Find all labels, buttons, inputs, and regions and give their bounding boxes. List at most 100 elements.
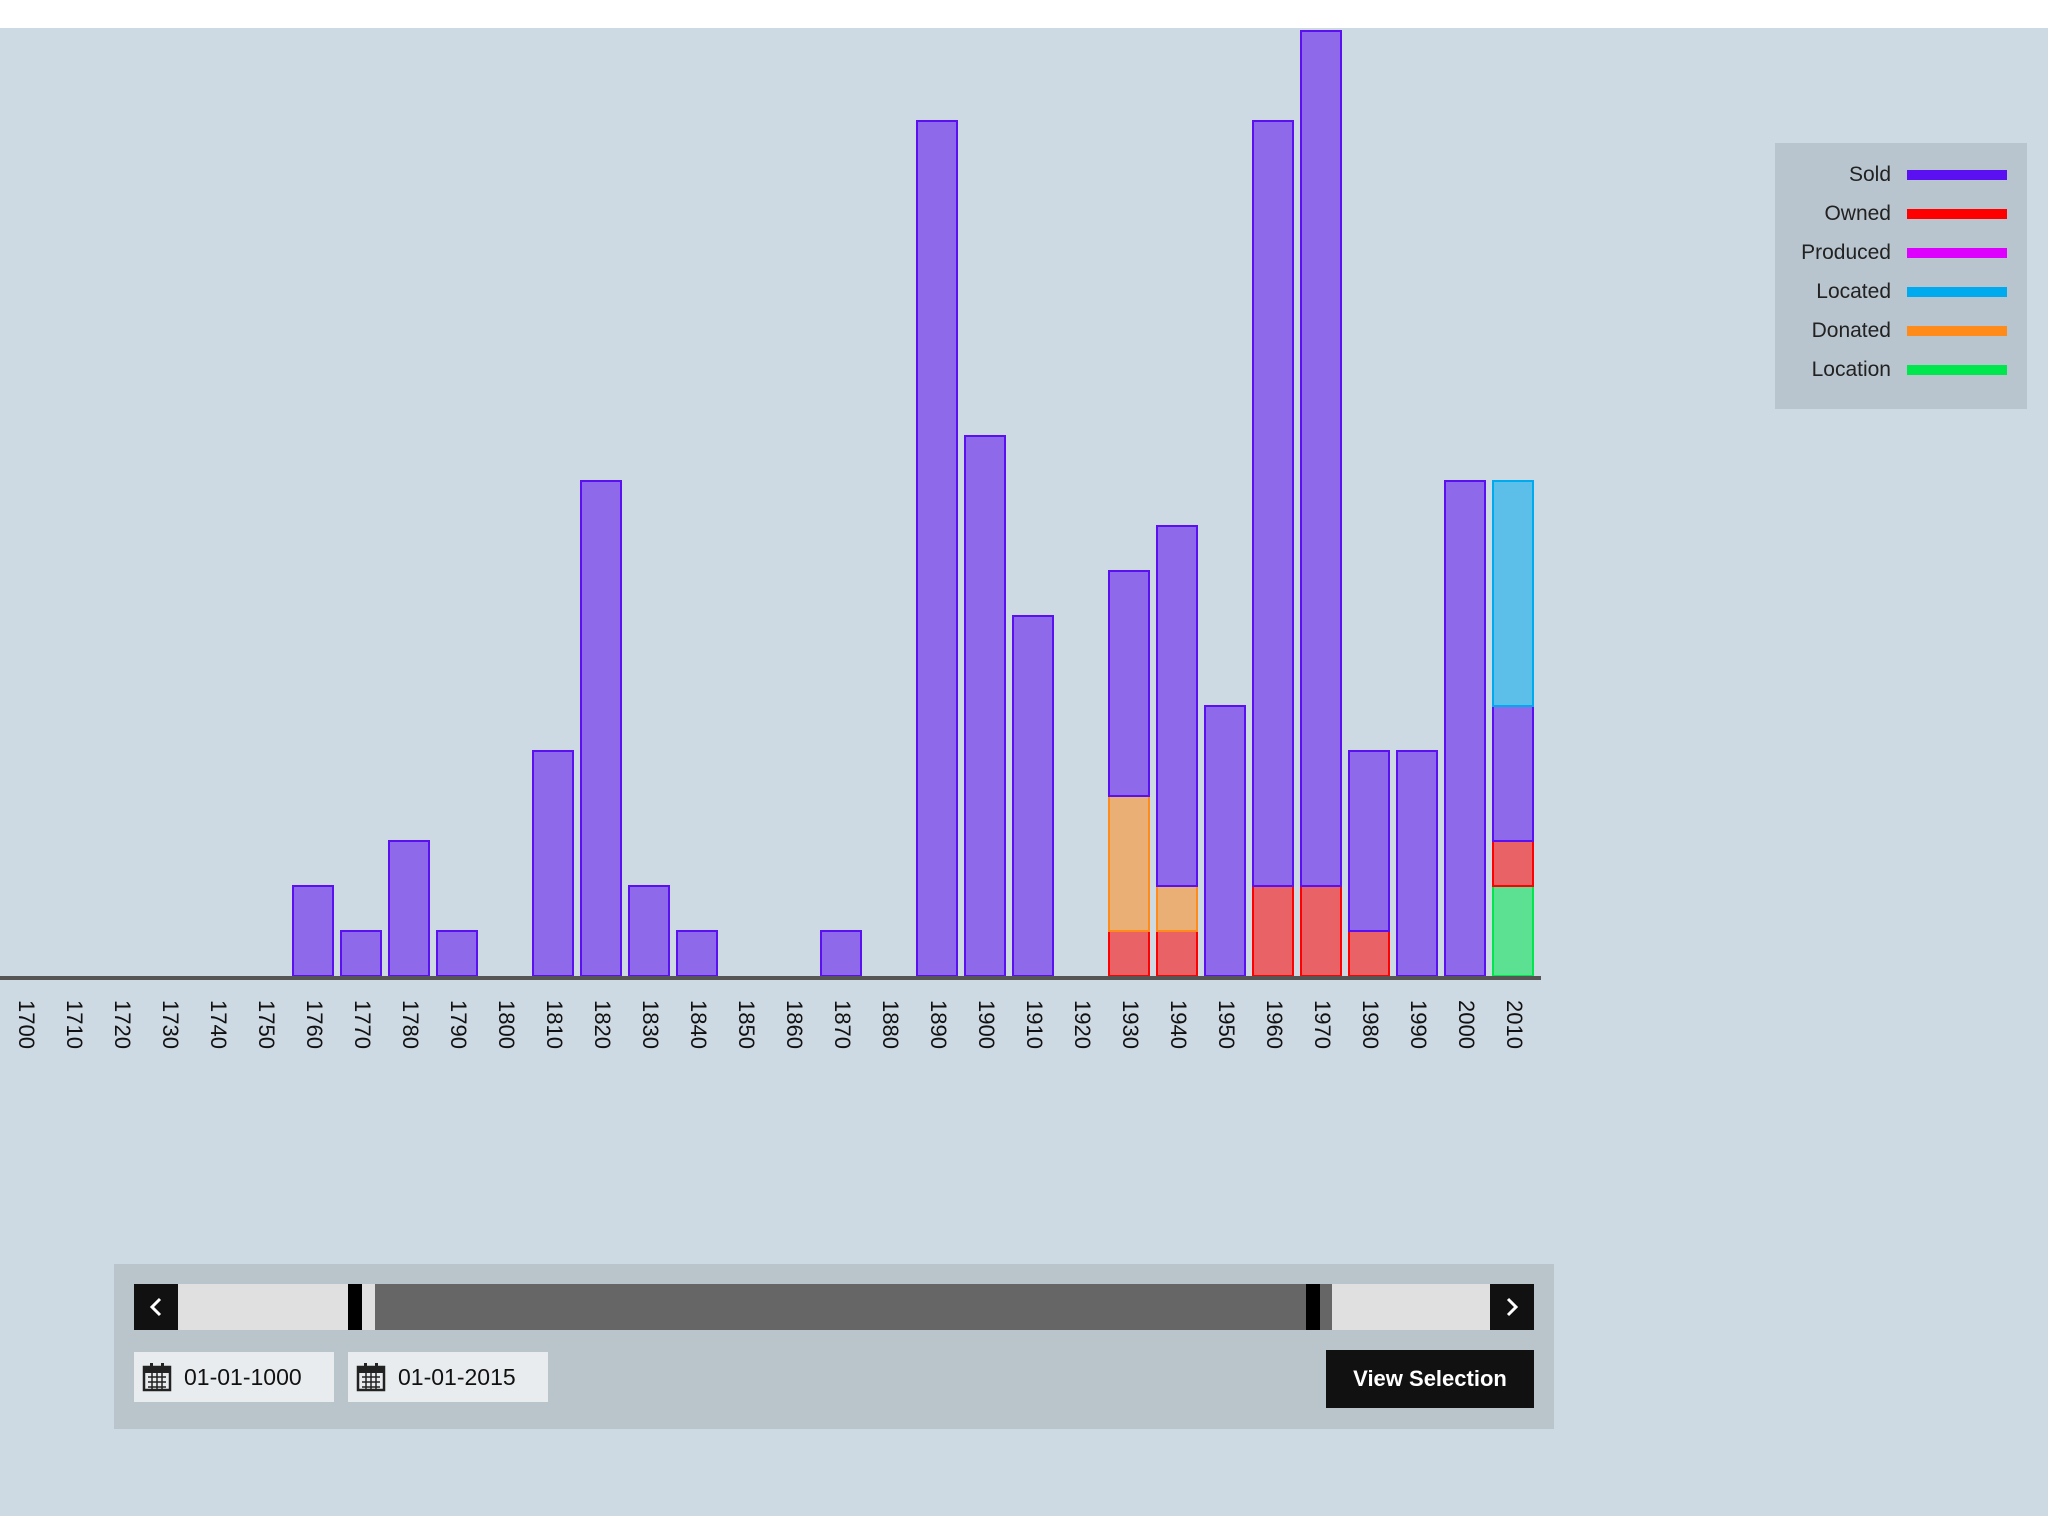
bar-sold-1980[interactable]: [1348, 750, 1390, 932]
x-tick-label: 1800: [494, 1000, 519, 1049]
x-tick-label: 2010: [1502, 1000, 1527, 1049]
legend-swatch: [1907, 247, 2007, 258]
bar-sold-1840[interactable]: [676, 930, 718, 977]
bar-sold-1990[interactable]: [1396, 750, 1438, 977]
x-tick-label: 1880: [878, 1000, 903, 1049]
x-tick-label: 1700: [14, 1000, 39, 1049]
histogram-chart: 1700 1710 1720 1730 1740 1750 1760 1770 1780 1790…: [0, 30, 1541, 1049]
bar-sold-1970[interactable]: [1300, 30, 1342, 887]
legend-swatch: [1907, 208, 2007, 219]
bar-sold-1820[interactable]: [580, 480, 622, 977]
x-tick-label: 1980: [1358, 1000, 1383, 1049]
x-tick-label: 1970: [1310, 1000, 1335, 1049]
x-tick-label: 1810: [542, 1000, 567, 1049]
legend-label: Sold: [1848, 162, 1891, 186]
bar-donated-1930[interactable]: [1108, 795, 1150, 932]
range-prev-button[interactable]: [134, 1284, 178, 1330]
chevron-left-icon: [149, 1297, 162, 1317]
x-tick-label: 1790: [446, 1000, 471, 1049]
x-tick-label: 1950: [1214, 1000, 1239, 1049]
end-date-field[interactable]: 01-01-2015: [348, 1352, 548, 1402]
start-date-field[interactable]: 01-01-1000: [134, 1352, 334, 1402]
x-tick-label: 1920: [1070, 1000, 1095, 1049]
x-tick-label: 1940: [1166, 1000, 1191, 1049]
range-end-handle[interactable]: [1306, 1284, 1320, 1330]
legend-item: Produced: [1775, 233, 2027, 272]
legend-label: Donated: [1811, 318, 1891, 342]
x-tick-label: 1820: [590, 1000, 615, 1049]
legend-item: Sold: [1775, 155, 2027, 194]
bar-sold-1900[interactable]: [964, 435, 1006, 977]
x-tick-label: 1740: [206, 1000, 231, 1049]
bar-owned-1940[interactable]: [1156, 930, 1198, 977]
x-tick-label: 1750: [254, 1000, 279, 1049]
bar-sold-1910[interactable]: [1012, 615, 1054, 977]
bar-sold-1780[interactable]: [388, 840, 430, 977]
x-tick-label: 1930: [1118, 1000, 1143, 1049]
bar-sold-1890[interactable]: [916, 120, 958, 977]
x-tick-label: 1900: [974, 1000, 999, 1049]
x-tick-label: 2000: [1454, 1000, 1479, 1049]
bar-owned-1970[interactable]: [1300, 885, 1342, 977]
range-slider[interactable]: [134, 1284, 1534, 1330]
bar-sold-1870[interactable]: [820, 930, 862, 977]
legend-label: Located: [1816, 279, 1891, 303]
legend-swatch: [1907, 325, 2007, 336]
x-tick-label: 1770: [350, 1000, 375, 1049]
bar-sold-1950[interactable]: [1204, 705, 1246, 977]
bar-owned-2010[interactable]: [1492, 840, 1534, 887]
chevron-right-icon: [1506, 1297, 1519, 1317]
bar-owned-1980[interactable]: [1348, 930, 1390, 977]
bar-sold-1930[interactable]: [1108, 570, 1150, 797]
x-tick-label: 1910: [1022, 1000, 1047, 1049]
legend-swatch: [1907, 364, 2007, 375]
bar-donated-1940[interactable]: [1156, 885, 1198, 932]
x-tick-label: 1720: [110, 1000, 135, 1049]
bar-sold-1830[interactable]: [628, 885, 670, 977]
bar-sold-1810[interactable]: [532, 750, 574, 977]
bar-sold-1960[interactable]: [1252, 120, 1294, 887]
legend-item: Location: [1775, 350, 2027, 389]
bar-sold-1770[interactable]: [340, 930, 382, 977]
x-tick-label: 1860: [782, 1000, 807, 1049]
x-tick-label: 1760: [302, 1000, 327, 1049]
bar-sold-1940[interactable]: [1156, 525, 1198, 887]
calendar-icon: [142, 1363, 172, 1392]
bar-located-2010[interactable]: [1492, 480, 1534, 707]
x-tick-label: 1780: [398, 1000, 423, 1049]
x-tick-label: 1850: [734, 1000, 759, 1049]
bar-sold-2000[interactable]: [1444, 480, 1486, 977]
view-selection-button[interactable]: View Selection: [1326, 1350, 1534, 1408]
bar-location-2010[interactable]: [1492, 885, 1534, 977]
calendar-icon: [356, 1363, 386, 1392]
x-tick-label: 1840: [686, 1000, 711, 1049]
x-tick-label: 1890: [926, 1000, 951, 1049]
x-tick-label: 1870: [830, 1000, 855, 1049]
end-date-value: 01-01-2015: [398, 1363, 516, 1390]
x-tick-label: 1830: [638, 1000, 663, 1049]
x-tick-label: 1960: [1262, 1000, 1287, 1049]
legend-label: Owned: [1824, 201, 1891, 225]
start-date-value: 01-01-1000: [184, 1363, 302, 1390]
time-range-panel: 01-01-1000 01-01-2015 View Selection: [114, 1264, 1554, 1429]
range-next-button[interactable]: [1490, 1284, 1534, 1330]
bar-owned-1960[interactable]: [1252, 885, 1294, 977]
legend-item: Donated: [1775, 311, 2027, 350]
legend-item: Owned: [1775, 194, 2027, 233]
legend-label: Location: [1811, 357, 1891, 381]
legend-swatch: [1907, 169, 2007, 180]
x-tick-label: 1710: [62, 1000, 87, 1049]
legend: Sold Owned Produced Located Donated Loca…: [1775, 143, 2027, 409]
legend-item: Located: [1775, 272, 2027, 311]
legend-label: Produced: [1801, 240, 1891, 264]
bar-sold-1760[interactable]: [292, 885, 334, 977]
bar-owned-1930[interactable]: [1108, 930, 1150, 977]
legend-swatch: [1907, 286, 2007, 297]
x-tick-label: 1730: [158, 1000, 183, 1049]
bar-sold-2010[interactable]: [1492, 705, 1534, 842]
range-selection[interactable]: [375, 1284, 1332, 1330]
bar-sold-1790[interactable]: [436, 930, 478, 977]
range-start-handle[interactable]: [348, 1284, 362, 1330]
x-tick-label: 1990: [1406, 1000, 1431, 1049]
chart-area: 1700 1710 1720 1730 1740 1750 1760 1770 1780 1790…: [0, 28, 2048, 1516]
